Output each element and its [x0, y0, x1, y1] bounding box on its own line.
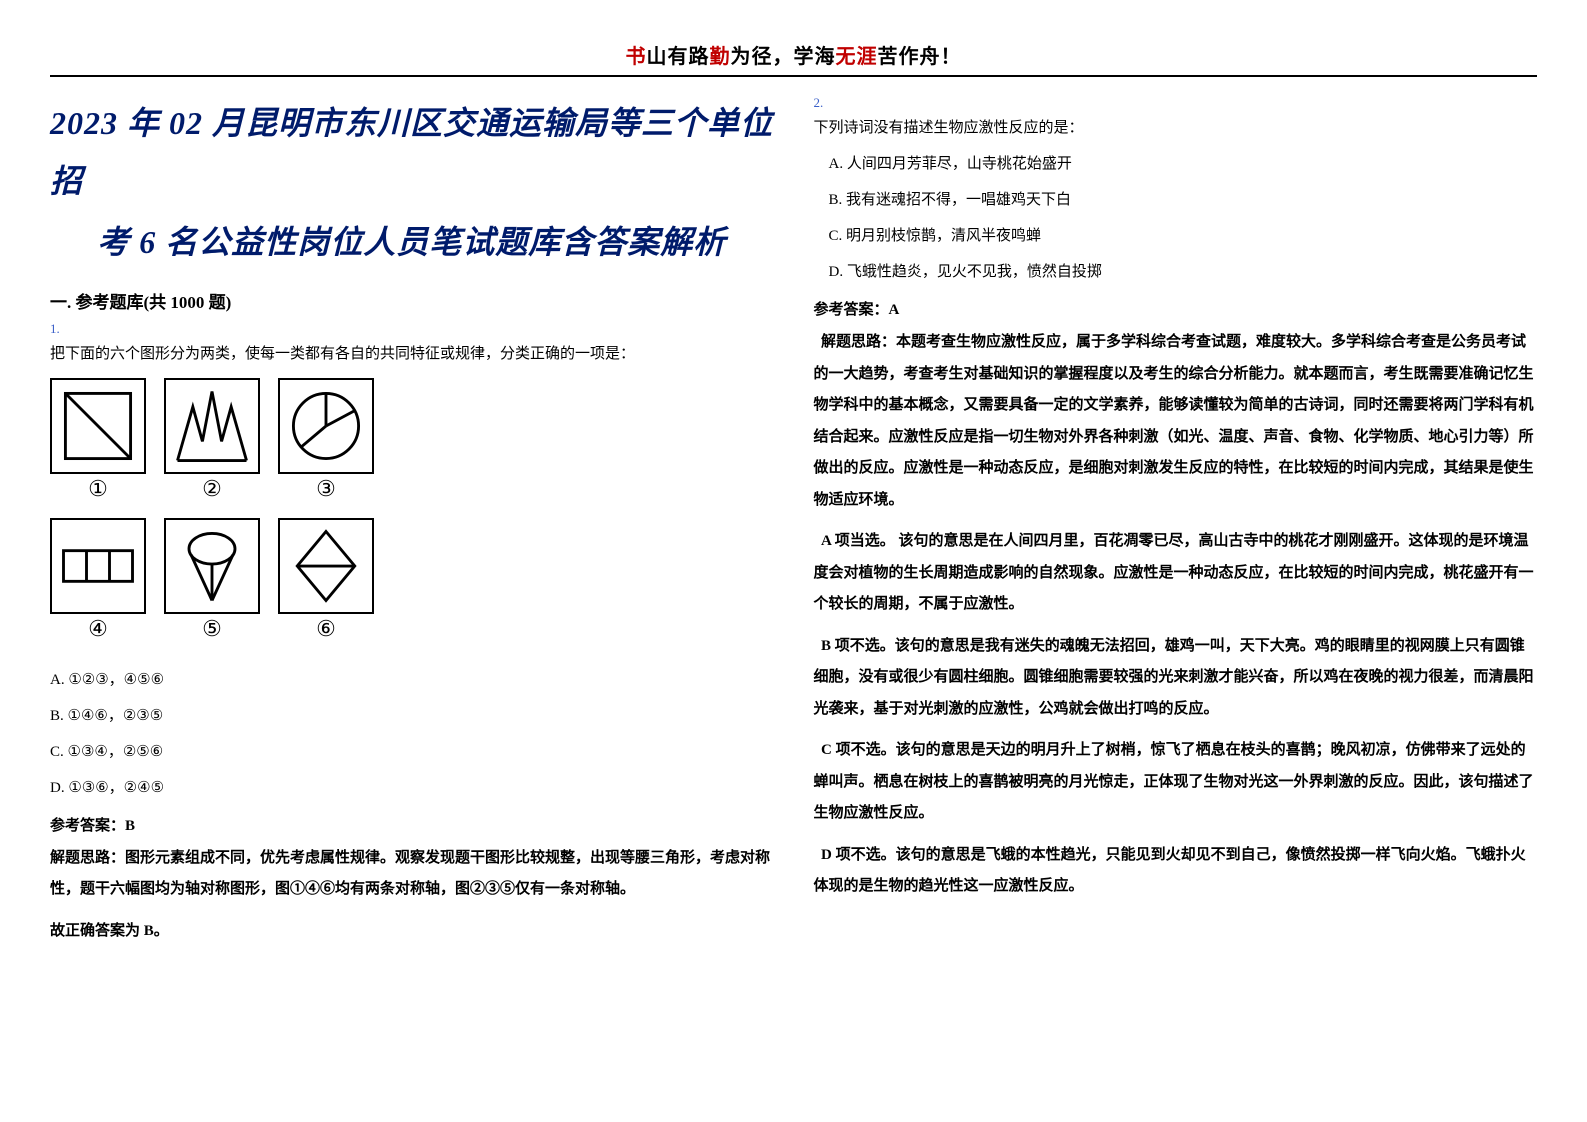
figure-cell: ④: [50, 518, 146, 652]
option-a: A. 人间四月芳菲尽，山寺桃花始盛开: [814, 146, 1538, 182]
explain-para: 解题思路：图形元素组成不同，优先考虑属性规律。观察发现题干图形比较规整，出现等腰…: [50, 843, 774, 906]
explain-para: C 项不选。该句的意思是天边的明月升上了树梢，惊飞了栖息在枝头的喜鹊；晚风初凉，…: [814, 735, 1538, 830]
option-d: D. 飞蛾性趋炎，见火不见我，愤然自投掷: [814, 254, 1538, 290]
figure-label: ①: [88, 476, 108, 502]
explain-para: 解题思路：本题考查生物应激性反应，属于多学科综合考查试题，难度较大。多学科综合考…: [814, 327, 1538, 516]
figure-row: ① ②: [50, 378, 774, 512]
shape-rhombus-split: [280, 520, 372, 612]
options-list: A. ①②③，④⑤⑥ B. ①④⑥，②③⑤ C. ①③④，②⑤⑥ D. ①③⑥，…: [50, 662, 774, 806]
figure-box-3: [278, 378, 374, 474]
section-heading: 一. 参考题库(共 1000 题): [50, 288, 774, 313]
figure-label: ④: [88, 616, 108, 642]
explain-para: A 项当选。 该句的意思是在人间四月里，百花凋零已尽，高山古寺中的桃花才刚刚盛开…: [814, 526, 1538, 621]
shape-cone-ellipse: [166, 520, 258, 612]
left-column: 2023 年 02 月昆明市东川区交通运输局等三个单位招 考 6 名公益性岗位人…: [50, 95, 774, 1077]
option-b: B. 我有迷魂招不得，一唱雄鸡天下白: [814, 182, 1538, 218]
figure-label: ⑤: [202, 616, 222, 642]
shape-pie-circle: [280, 380, 372, 472]
shape-square-diagonal: [52, 380, 144, 472]
shape-mountains: [166, 380, 258, 472]
document-title: 2023 年 02 月昆明市东川区交通运输局等三个单位招 考 6 名公益性岗位人…: [50, 95, 774, 272]
motto-part: 苦作舟！: [878, 46, 962, 68]
option-a: A. ①②③，④⑤⑥: [50, 662, 774, 698]
motto-part: 勤: [710, 46, 731, 68]
option-c: C. 明月别枝惊鹊，清风半夜鸣蝉: [814, 218, 1538, 254]
figure-row: ④ ⑤: [50, 518, 774, 652]
figure-box-1: [50, 378, 146, 474]
figure-cell: ⑥: [278, 518, 374, 652]
question-number: 2.: [814, 95, 1538, 111]
figure-cell: ①: [50, 378, 146, 512]
figure-label: ⑥: [316, 616, 336, 642]
option-b: B. ①④⑥，②③⑤: [50, 698, 774, 734]
header-motto: 书山有路勤为径，学海无涯苦作舟！: [50, 40, 1537, 69]
option-c: C. ①③④，②⑤⑥: [50, 734, 774, 770]
explanation: 解题思路：图形元素组成不同，优先考虑属性规律。观察发现题干图形比较规整，出现等腰…: [50, 843, 774, 948]
question-number: 1.: [50, 321, 774, 337]
question-text: 下列诗词没有描述生物应激性反应的是：: [814, 115, 1538, 142]
motto-part: 为径，学海: [731, 46, 836, 68]
question-text: 把下面的六个图形分为两类，使每一类都有各自的共同特征或规律，分类正确的一项是：: [50, 341, 774, 368]
answer-heading: 参考答案：A: [814, 298, 1538, 319]
explain-para: B 项不选。该句的意思是我有迷失的魂魄无法招回，雄鸡一叫，天下大亮。鸡的眼睛里的…: [814, 631, 1538, 726]
explain-para: 故正确答案为 B。: [50, 916, 774, 948]
figure-box-6: [278, 518, 374, 614]
figure-box-2: [164, 378, 260, 474]
page: 书山有路勤为径，学海无涯苦作舟！ 2023 年 02 月昆明市东川区交通运输局等…: [0, 0, 1587, 1122]
figure-cell: ③: [278, 378, 374, 512]
explain-para: D 项不选。该句的意思是飞蛾的本性趋光，只能见到火却见不到自己，像愤然投掷一样飞…: [814, 840, 1538, 903]
motto-part: 无涯: [836, 46, 878, 68]
answer-heading: 参考答案：B: [50, 814, 774, 835]
figure-cell: ②: [164, 378, 260, 512]
right-column: 2. 下列诗词没有描述生物应激性反应的是： A. 人间四月芳菲尽，山寺桃花始盛开…: [814, 95, 1538, 1077]
motto-part: 山有路: [647, 46, 710, 68]
motto-part: 书: [626, 46, 647, 68]
explanation-block: 解题思路：本题考查生物应激性反应，属于多学科综合考查试题，难度较大。多学科综合考…: [814, 327, 1538, 903]
figure-cell: ⑤: [164, 518, 260, 652]
option-d: D. ①③⑥，②④⑤: [50, 770, 774, 806]
figure-label: ③: [316, 476, 336, 502]
options-list: A. 人间四月芳菲尽，山寺桃花始盛开 B. 我有迷魂招不得，一唱雄鸡天下白 C.…: [814, 146, 1538, 290]
two-column-layout: 2023 年 02 月昆明市东川区交通运输局等三个单位招 考 6 名公益性岗位人…: [50, 95, 1537, 1077]
shape-rect-split: [52, 520, 144, 612]
figure-label: ②: [202, 476, 222, 502]
title-line-1: 2023 年 02 月昆明市东川区交通运输局等三个单位招: [50, 95, 774, 210]
title-line-2: 考 6 名公益性岗位人员笔试题库含答案解析: [50, 214, 774, 272]
header-divider: [50, 75, 1537, 77]
figure-box-4: [50, 518, 146, 614]
figure-box-5: [164, 518, 260, 614]
